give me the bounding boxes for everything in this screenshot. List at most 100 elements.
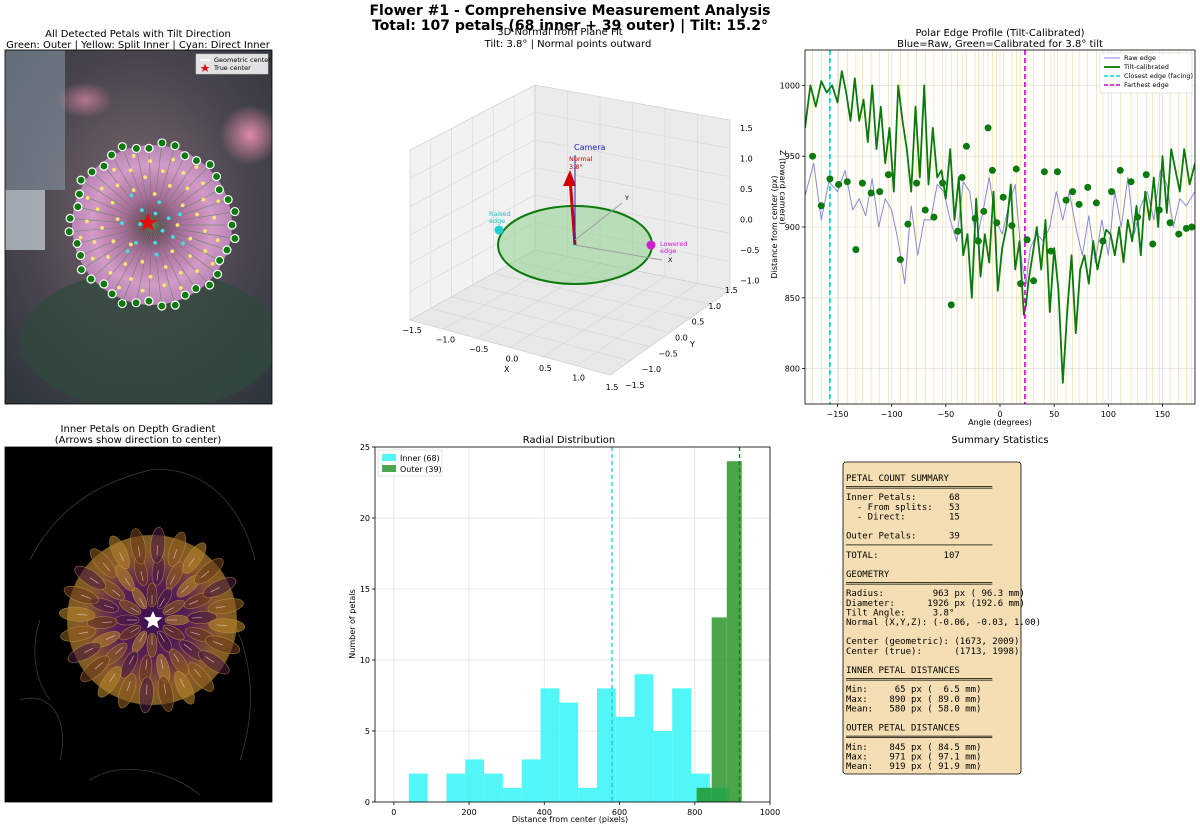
depth-petal — [182, 542, 207, 574]
depth-petal — [63, 585, 99, 605]
petal-ray — [151, 224, 176, 306]
direct-inner-dot — [160, 228, 165, 233]
y-tick-label: 0.0 — [675, 334, 688, 343]
direction-arrow — [78, 631, 89, 635]
summary-line: - Direct: 15 — [846, 512, 960, 522]
direction-arrow — [139, 632, 145, 642]
x-tick-label: 0.5 — [539, 364, 552, 373]
split-inner-dot — [128, 242, 133, 247]
direction-arrow — [210, 587, 220, 593]
polar-subtitle: Blue=Raw, Green=Calibrated for 3.8° tilt — [897, 39, 1103, 50]
outer-petal-dot — [157, 138, 167, 148]
outer-petal-dot — [72, 238, 82, 249]
outer-petal-dot — [64, 227, 74, 237]
raised-edge-label-2: edge — [489, 217, 505, 225]
petal-point — [993, 219, 1001, 227]
split-inner-dot — [85, 196, 90, 200]
hist-ticks: 0 200 400 600 800 1000 0 5 10 15 20 25 — [360, 443, 780, 817]
direction-arrow — [169, 575, 176, 585]
depth-petal — [157, 675, 174, 712]
direction-arrow — [159, 598, 165, 608]
split-inner-dot — [152, 192, 157, 196]
direction-arrow — [173, 549, 178, 559]
hist-y-tick-label: 5 — [365, 727, 370, 736]
petal-point — [826, 175, 834, 183]
direction-arrow — [188, 557, 195, 567]
polar-y-tick-label: 1000 — [780, 81, 800, 90]
split-inner-dot — [167, 183, 172, 188]
direction-arrow — [205, 656, 215, 663]
petal-point — [904, 220, 912, 228]
petal-point — [1175, 230, 1183, 238]
inner-bar — [484, 773, 503, 802]
petal-point — [971, 215, 979, 223]
suptitle-line2: Total: 107 petals (68 inner + 39 outer) … — [372, 18, 768, 34]
direction-arrow — [188, 600, 199, 605]
hist-x-tick-label: 200 — [461, 808, 476, 817]
depth-petal — [119, 624, 142, 641]
calibrated-line — [805, 70, 1195, 384]
direction-arrow — [140, 571, 144, 582]
outer-petal-dot — [205, 159, 215, 170]
petal-point — [930, 213, 938, 221]
outer-petal-dot — [144, 296, 154, 306]
detected-title-line1: All Detected Petals with Tilt Direction — [45, 29, 231, 40]
petal-point — [1017, 280, 1025, 288]
petal-point — [921, 206, 929, 214]
petal-point — [1012, 165, 1020, 173]
summary-line: Tilt Angle: 3.8° — [846, 608, 954, 618]
split-inner-dot — [131, 188, 136, 193]
outer-petal-dot — [214, 255, 225, 266]
outer-petal-dot — [76, 175, 86, 185]
direction-arrow — [179, 678, 185, 688]
petal-point — [876, 188, 884, 196]
petal-ray — [151, 189, 220, 226]
direct-inner-dot — [178, 212, 182, 217]
inner-bar — [634, 674, 654, 802]
petal-point — [1116, 166, 1124, 174]
polar-legend-label: Farthest edge — [1124, 81, 1169, 89]
polar-ylabel: Distance from center (px) — [770, 175, 779, 278]
depth-petal — [150, 526, 166, 564]
direction-arrow — [111, 589, 121, 597]
split-inner-dot — [160, 169, 165, 173]
y-tick-label: −1.0 — [642, 365, 661, 374]
outer-petal-dot — [131, 298, 141, 308]
outer-petal-dot — [191, 283, 201, 294]
petal-point — [1092, 199, 1100, 207]
background-flower-blur-2 — [57, 82, 113, 118]
split-inner-dot — [129, 277, 133, 281]
polar-x-tick-label: −50 — [937, 410, 954, 419]
summary-box — [842, 461, 1022, 775]
split-inner-dot — [140, 288, 145, 293]
hist-frame — [374, 446, 771, 803]
summary-line: Center (geometric): (1673, 2009) — [846, 637, 1019, 647]
normal-arrowhead — [563, 170, 576, 186]
petal-ray — [91, 171, 153, 226]
petal-ray — [90, 224, 153, 280]
petal-point — [817, 202, 825, 210]
inner-bar — [408, 773, 428, 802]
split-inner-dot — [148, 274, 153, 279]
direction-arrow — [130, 627, 140, 633]
direct-inner-dot — [138, 222, 142, 226]
window-light — [5, 190, 45, 250]
petal-ray — [121, 224, 153, 304]
split-inner-dot — [201, 197, 206, 202]
outer-petal-dot — [99, 279, 109, 289]
split-inner-dot — [181, 171, 186, 175]
petal-point — [843, 178, 851, 186]
hist-x-tick-label: 0 — [391, 808, 396, 817]
depth-petal — [205, 635, 241, 655]
direction-arrow — [109, 673, 116, 683]
petal-point — [1134, 213, 1142, 221]
z-tick-label: −0.5 — [740, 246, 759, 255]
inner-bar — [653, 731, 673, 802]
petal-ray — [151, 155, 186, 226]
petal-ray — [151, 224, 235, 239]
petal-ray — [80, 179, 153, 226]
z-tick-label: 1.5 — [740, 124, 753, 133]
direction-arrow — [124, 577, 131, 587]
petal-point — [999, 193, 1007, 201]
